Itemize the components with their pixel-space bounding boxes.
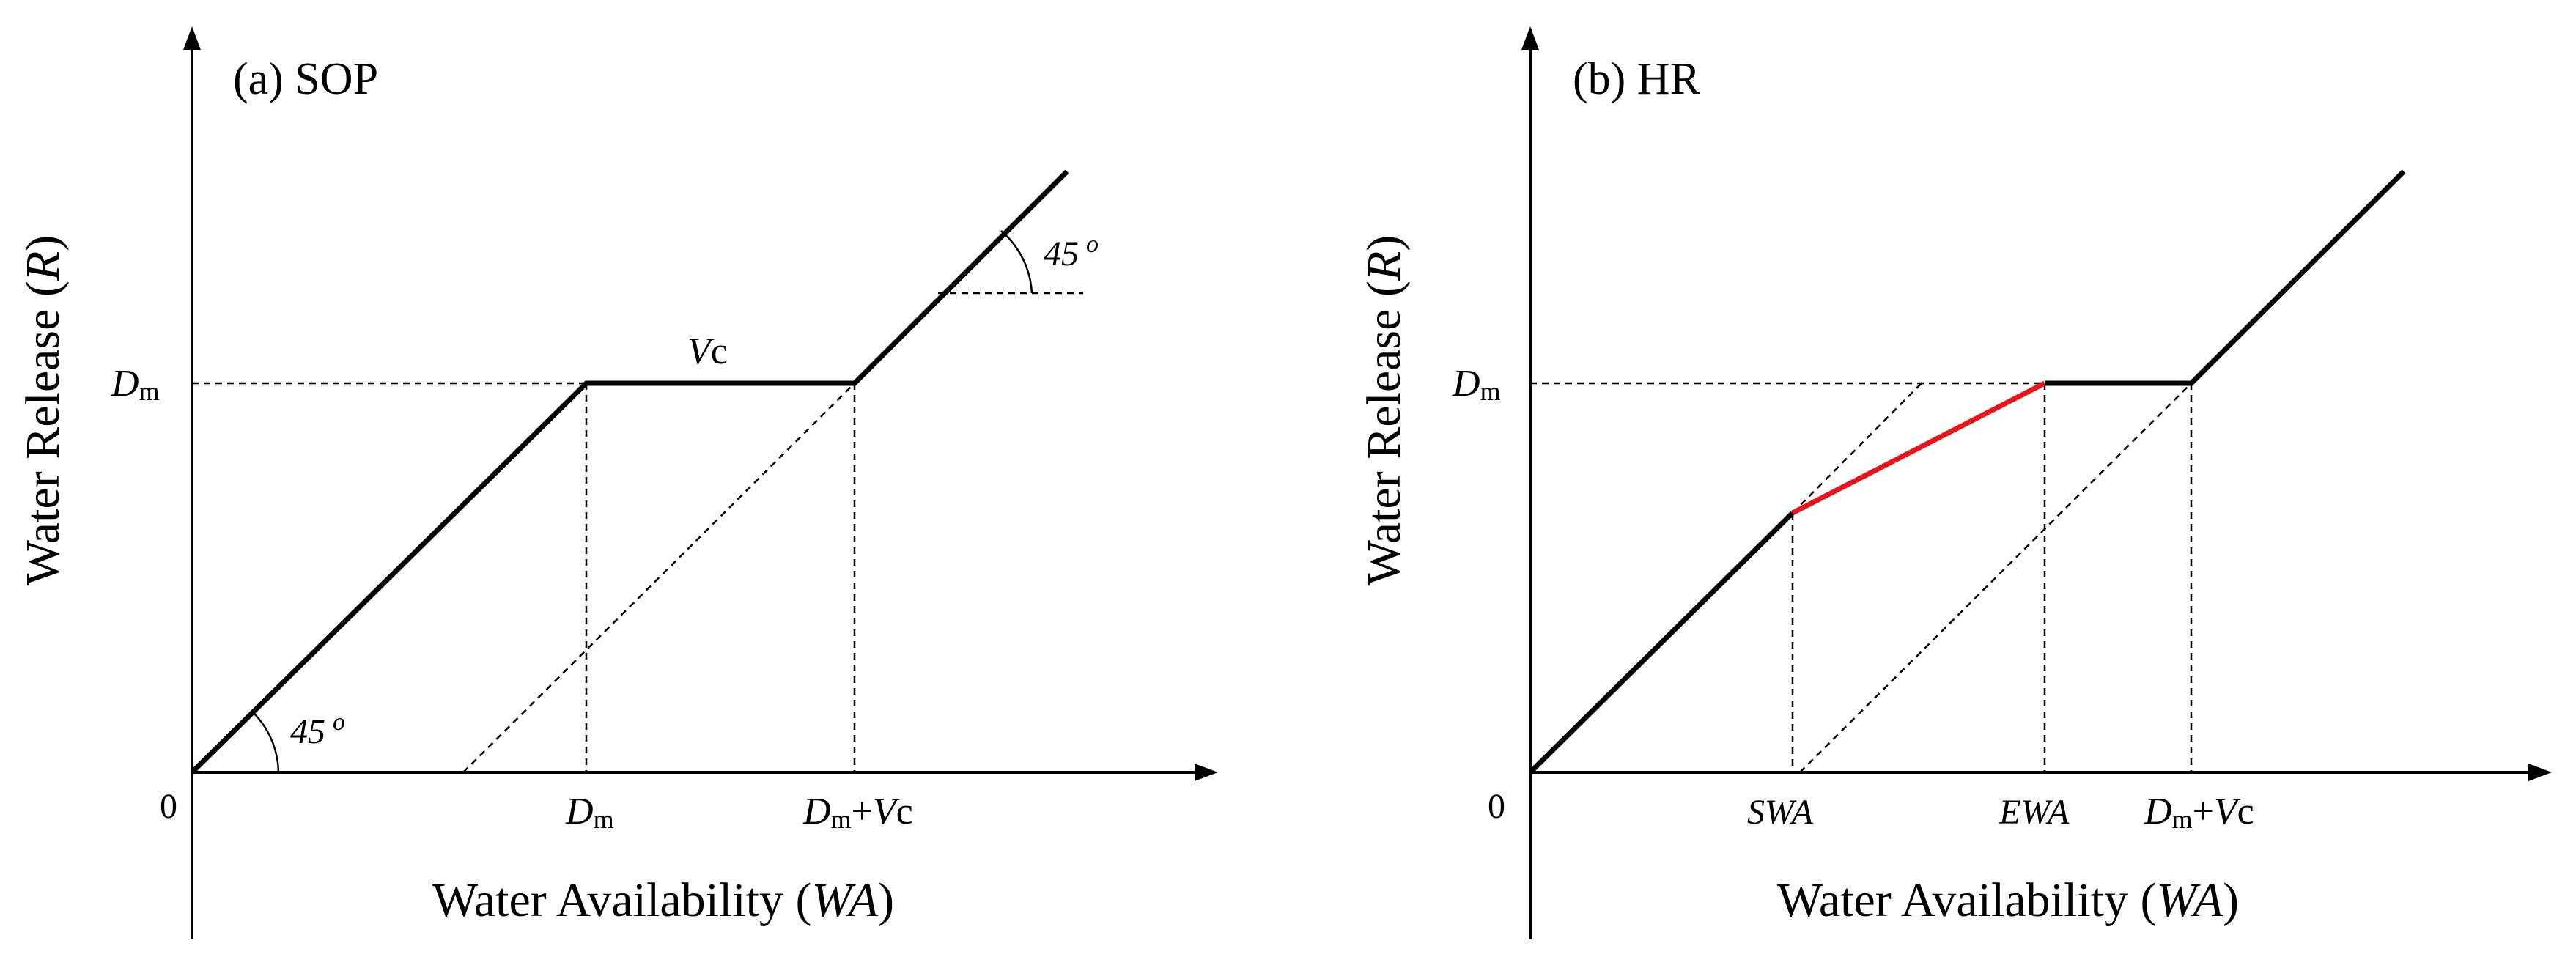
panel-b-ewa-tick: EWA xyxy=(1999,793,2070,832)
panel-a-sop: (a) SOP Water Release (R) Water Availabi… xyxy=(16,26,1218,939)
panel-a-y-axis-symbol: R xyxy=(16,251,70,281)
panel-b-x-axis-symbol: WA xyxy=(2156,873,2223,927)
panel-a-dm-y-tick: Dm xyxy=(111,363,160,406)
panel-a-y-axis-title: Water Release (R) xyxy=(16,235,70,585)
panel-a-title: (a) SOP xyxy=(233,54,378,104)
panel-b-release-lower-segment xyxy=(1528,511,1795,775)
panel-a-dm-x-tick: Dm xyxy=(565,791,614,834)
panel-a-x-axis-title: Water Availability (WA) xyxy=(432,873,894,927)
panel-b-origin-label: 0 xyxy=(1488,787,1505,826)
panel-b-shifted-45-guide xyxy=(1799,383,2192,773)
panel-b-x-axis-label: Water Availability xyxy=(1777,873,2128,927)
panel-a-origin-label: 0 xyxy=(160,787,177,826)
panel-b-x-axis-title: Water Availability (WA) xyxy=(1777,873,2239,927)
panel-b-sop-continuation-guide xyxy=(1792,383,1922,514)
panel-a-shifted-45-guide xyxy=(462,383,855,773)
panel-a-x-arrowhead xyxy=(1195,764,1218,781)
panel-a-x-axis-label: Water Availability xyxy=(432,873,783,927)
panel-b-dmvc-x-tick: Dm+Vc xyxy=(2144,791,2254,834)
panel-b-y-arrowhead xyxy=(1521,26,1539,50)
panel-b-hedging-segment xyxy=(1791,380,2046,516)
panel-b-y-axis-label: Water Release xyxy=(1357,309,1411,586)
panel-b-x-arrowhead xyxy=(2528,764,2552,781)
panel-a-y-axis-label: Water Release xyxy=(16,309,70,586)
panel-a-x-axis-symbol: WA xyxy=(811,873,878,927)
panel-b-dm-y-tick: Dm xyxy=(1452,363,1501,406)
panel-b-swa-tick: SWA xyxy=(1747,793,1814,832)
panel-a-top-angle-arc xyxy=(1000,230,1033,294)
panel-a-bottom-angle-arc xyxy=(252,712,280,773)
panel-a-sop-curve xyxy=(190,169,1069,775)
panel-a-vc-label: Vc xyxy=(687,330,728,372)
panel-b-y-axis-symbol: R xyxy=(1357,251,1411,281)
panel-b-y-axis-title: Water Release (R) xyxy=(1357,235,1411,585)
panel-b-release-upper-segment xyxy=(2045,169,2406,386)
panel-a-bottom-angle-label: 45 o xyxy=(290,709,345,751)
panel-b-hr: (b) HR Water Release (R) Water Availabil… xyxy=(1357,26,2552,939)
panel-a-dmvc-x-tick: Dm+Vc xyxy=(802,791,913,834)
panel-a-top-angle-label: 45 o xyxy=(1044,231,1099,273)
panel-a-y-arrowhead xyxy=(183,26,201,50)
panel-b-title: (b) HR xyxy=(1573,54,1701,104)
